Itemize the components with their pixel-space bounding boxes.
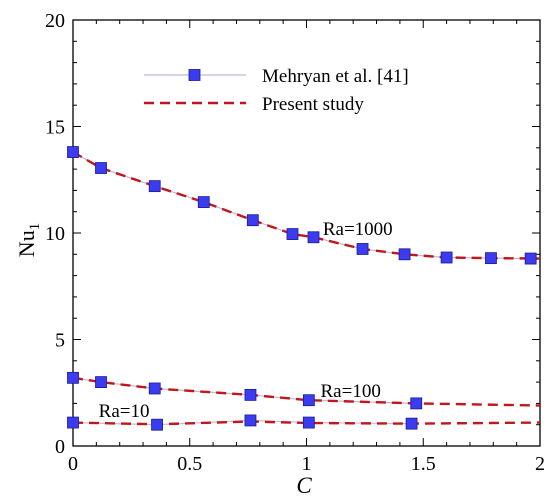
y-axis-title-main: Nu xyxy=(14,230,39,257)
y-tick-label: 5 xyxy=(55,330,65,352)
y-tick-label: 10 xyxy=(45,223,65,245)
data-point-ra-1000 xyxy=(148,180,161,193)
legend-marker-mehryan xyxy=(188,69,201,81)
x-axis-title: C xyxy=(296,473,312,498)
data-point-ra-10 xyxy=(405,417,418,430)
data-point-ra-100 xyxy=(95,376,107,389)
x-tick-label: 2 xyxy=(535,453,545,475)
data-point-ra-1000 xyxy=(440,251,453,264)
data-point-ra-1000 xyxy=(485,252,497,265)
series-line-present-ra-10 xyxy=(72,420,541,426)
y-tick-label: 0 xyxy=(55,436,65,458)
annotation-ra-10: Ra=10 xyxy=(99,401,150,422)
annotation-ra-1000: Ra=1000 xyxy=(323,219,393,240)
data-point-ra-10 xyxy=(151,418,163,431)
data-point-ra-100 xyxy=(244,388,257,401)
data-point-ra-100 xyxy=(67,371,79,384)
data-point-ra-100 xyxy=(410,397,423,410)
data-point-ra-1000 xyxy=(398,248,411,261)
data-point-ra-10 xyxy=(244,414,257,427)
y-axis-title-subscript: 1 xyxy=(27,223,43,231)
y-axis-title: Nu1 xyxy=(14,223,43,257)
data-point-ra-1000 xyxy=(286,228,299,240)
legend: Mehryan et al. [41] Present study xyxy=(144,66,409,115)
data-point-ra-1000 xyxy=(197,196,210,209)
x-tick-label: 1 xyxy=(302,453,312,475)
data-point-ra-1000 xyxy=(95,162,107,174)
data-point-ra-100 xyxy=(148,382,161,395)
x-tick-label: 0.5 xyxy=(177,453,202,475)
data-point-ra-1000 xyxy=(524,252,537,265)
y-tick-label: 20 xyxy=(45,10,65,32)
legend-label-mehryan: Mehryan et al. [41] xyxy=(262,66,409,87)
data-layer: Ra=1000 Ra=100 Ra=10 xyxy=(67,146,541,431)
data-point-ra-1000 xyxy=(307,231,320,244)
x-tick-label: 0 xyxy=(68,453,78,475)
data-point-ra-10 xyxy=(302,416,315,429)
annotation-ra-100: Ra=100 xyxy=(321,381,381,402)
data-point-ra-10 xyxy=(67,416,79,429)
series-line-present-ra-1000 xyxy=(72,151,541,260)
data-point-ra-1000 xyxy=(246,214,259,227)
legend-label-present: Present study xyxy=(262,94,364,115)
y-tick-label: 15 xyxy=(45,117,65,139)
data-point-ra-1000 xyxy=(67,146,79,158)
data-point-ra-1000 xyxy=(356,243,369,255)
x-tick-label: 1.5 xyxy=(411,453,436,475)
data-point-ra-100 xyxy=(302,394,315,407)
